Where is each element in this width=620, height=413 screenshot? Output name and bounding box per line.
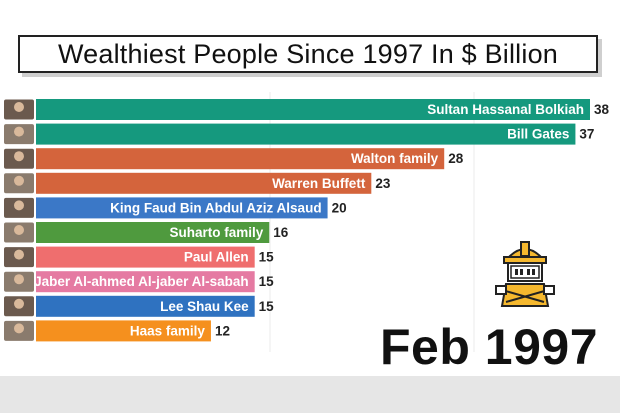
value-label: 23: [375, 176, 391, 191]
bar: [36, 123, 576, 145]
bar-label: Lee Shau Kee: [160, 299, 249, 314]
bar: [36, 320, 211, 342]
bar-label: King Faud Bin Abdul Aziz Alsaud: [110, 200, 322, 215]
bar-label: Sultan Hassanal Bolkiah: [427, 102, 584, 117]
bar: [36, 295, 255, 317]
value-label: 15: [259, 274, 275, 289]
value-label: 38: [594, 102, 610, 117]
value-label: 20: [332, 200, 347, 215]
bar: [36, 99, 590, 120]
portrait-face: [14, 175, 24, 186]
portrait-face: [14, 151, 24, 162]
portrait-face: [14, 126, 24, 137]
portrait-face: [14, 274, 24, 285]
value-label: 15: [259, 299, 275, 314]
portrait-face: [14, 102, 24, 112]
bar: [36, 197, 328, 219]
bottom-band: [0, 376, 620, 413]
bar-label: Sheikh Jaber Al-ahmed Al-jaber Al-sabah: [0, 274, 249, 289]
bar-label: Suharto family: [169, 225, 263, 240]
portrait-face: [14, 225, 24, 235]
bar-label: Paul Allen: [184, 250, 249, 265]
bar-label: Walton family: [351, 151, 439, 166]
bar-label: Bill Gates: [507, 127, 569, 142]
portrait-face: [14, 200, 24, 211]
chart-title: Wealthiest People Since 1997 In $ Billio…: [57, 38, 558, 69]
bar: [36, 222, 270, 243]
bar: [36, 271, 255, 293]
chart-title-box: Wealthiest People Since 1997 In $ Billio…: [18, 35, 598, 73]
value-label: 16: [273, 225, 289, 240]
value-label: 15: [259, 250, 275, 265]
bar: [36, 246, 255, 268]
period-label: Feb 1997: [380, 319, 599, 375]
bar: [36, 172, 372, 194]
robot-mascot-icon: [495, 241, 555, 307]
portrait-face: [14, 323, 24, 334]
bar-label: Haas family: [130, 323, 206, 338]
bar: [36, 148, 445, 170]
portrait-face: [14, 298, 24, 309]
value-label: 28: [448, 151, 464, 166]
bar-label: Warren Buffett: [272, 176, 366, 191]
value-label: 37: [579, 127, 594, 142]
portrait-face: [14, 249, 24, 260]
value-label: 12: [215, 323, 230, 338]
